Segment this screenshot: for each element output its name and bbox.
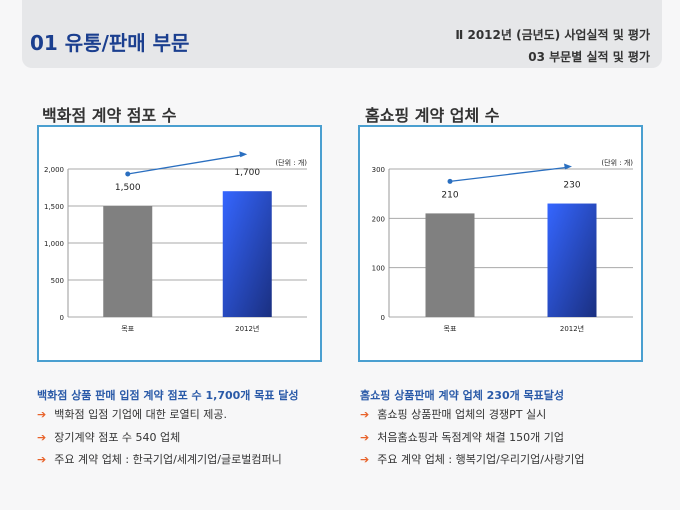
- y-tick-label: 500: [51, 277, 64, 285]
- left-chart-svg: 0 500 1,000 1,500 2,000 1,500 목표 1,700 2012년 (단위 …: [44, 151, 307, 333]
- bar-2012년: [222, 191, 272, 317]
- y-tick-label: 1,000: [44, 240, 64, 248]
- arrow-icon: ➔: [360, 408, 370, 421]
- bullet-text: 백화점 입점 기업에 대한 로열티 제공.: [54, 408, 227, 421]
- right-chart-title: 홈쇼핑 계약 업체 수: [365, 106, 500, 125]
- right-chart-svg: 0 100 200 300 210 목표 230 2012년 (단위 : 개): [372, 158, 634, 333]
- right-bullet: ➔ 홈쇼핑 상품판매 업체의 경쟁PT 실시: [360, 406, 546, 422]
- bullet-text: 주요 계약 업체 : 행복기업/우리기업/사랑기업: [377, 453, 585, 466]
- right-bullet: ➔ 처음홈쇼핑과 독점계약 채결 150개 기업: [360, 429, 564, 445]
- y-tick-label: 0: [381, 314, 385, 322]
- x-tick-label: 2012년: [560, 324, 584, 333]
- x-tick-label: 2012년: [235, 324, 259, 333]
- data-label: 1,700: [234, 168, 260, 178]
- bullet-text: 홈쇼핑 상품판매 업체의 경쟁PT 실시: [377, 408, 547, 421]
- left-chart-title: 백화점 계약 점포 수: [42, 106, 177, 125]
- left-bullet: ➔ 주요 계약 업체 : 한국기업/세계기업/글로벌컴퍼니: [37, 451, 282, 467]
- left-bullet: ➔ 장기계약 점포 수 540 업체: [37, 429, 180, 445]
- y-tick-label: 0: [60, 314, 64, 322]
- arrow-icon: ➔: [360, 431, 370, 444]
- data-label: 1,500: [115, 183, 141, 193]
- bar-2012년: [547, 203, 597, 317]
- section-label: 03 부문별 실적 및 평가: [528, 50, 650, 64]
- bullet-text: 주요 계약 업체 : 한국기업/세계기업/글로벌컴퍼니: [54, 453, 282, 466]
- trend-arrow: [127, 154, 242, 175]
- right-bullet: ➔ 주요 계약 업체 : 행복기업/우리기업/사랑기업: [360, 451, 584, 467]
- right-chart: 0 100 200 300 210 목표 230 2012년 (단위 : 개): [358, 125, 643, 362]
- arrow-icon: ➔: [37, 408, 47, 421]
- y-tick-label: 2,000: [44, 166, 64, 174]
- trend-arrow: [449, 166, 567, 183]
- arrow-icon: ➔: [37, 431, 47, 444]
- bar-목표: [425, 213, 475, 317]
- data-label: 230: [563, 181, 580, 191]
- left-chart: 0 500 1,000 1,500 2,000 1,500 목표 1,700 2012년 (단위 …: [37, 125, 322, 362]
- unit-label: (단위 : 개): [601, 158, 633, 167]
- bullet-text: 장기계약 점포 수 540 업체: [54, 431, 181, 444]
- arrow-head-icon: [564, 163, 572, 170]
- arrow-icon: ➔: [360, 453, 370, 466]
- right-headline: 홈쇼핑 상품판매 계약 업체 230개 목표달성: [360, 389, 565, 402]
- bullet-text: 처음홈쇼핑과 독점계약 채결 150개 기업: [377, 431, 564, 444]
- chapter-label: Ⅱ 2012년 (금년도) 사업실적 및 평가: [455, 28, 650, 42]
- arrow-icon: ➔: [37, 453, 47, 466]
- y-tick-label: 300: [372, 166, 385, 174]
- y-tick-label: 1,500: [44, 203, 64, 211]
- page-title: 01 유통/판매 부문: [30, 31, 190, 55]
- left-headline: 백화점 상품 판매 입점 계약 점포 수 1,700개 목표 달성: [37, 389, 299, 402]
- y-tick-label: 100: [372, 265, 385, 273]
- y-tick-label: 200: [372, 215, 385, 223]
- left-bullet: ➔ 백화점 입점 기업에 대한 로열티 제공.: [37, 406, 227, 422]
- bar-목표: [103, 206, 153, 317]
- arrow-head-icon: [239, 151, 248, 158]
- header-band: [22, 0, 662, 68]
- x-tick-label: 목표: [121, 325, 134, 333]
- unit-label: (단위 : 개): [275, 158, 307, 167]
- data-label: 210: [441, 190, 458, 200]
- x-tick-label: 목표: [444, 325, 457, 333]
